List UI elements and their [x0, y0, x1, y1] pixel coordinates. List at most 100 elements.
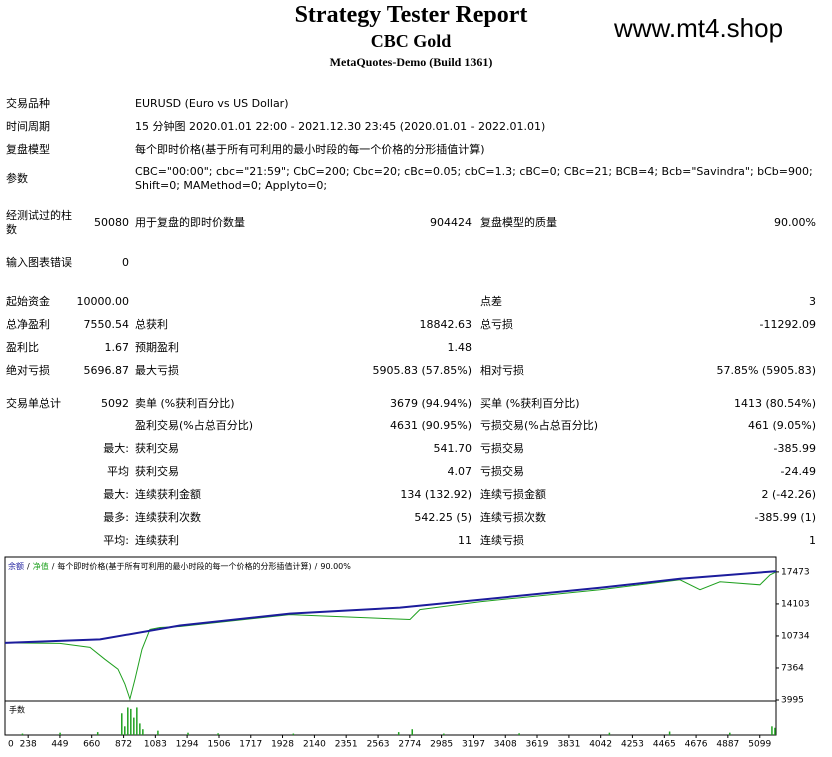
field-value: 11	[458, 534, 472, 547]
field-label: 复盘模型的质量	[480, 216, 557, 229]
volume-bar	[136, 707, 138, 735]
legend-separator: /	[52, 562, 55, 571]
field-value: 50080	[94, 216, 129, 229]
watermark: www.mt4.shop	[614, 13, 784, 43]
volume-bar	[443, 733, 445, 735]
legend-quality: 90.00%	[320, 562, 351, 571]
field-value: 4631 (90.95%)	[389, 419, 472, 432]
legend-separator: /	[315, 562, 318, 571]
volume-bar	[187, 732, 189, 735]
volume-bar	[668, 731, 671, 735]
field-value: -385.99 (1)	[754, 511, 816, 524]
field-value: 1413 (80.54%)	[733, 397, 816, 410]
field-label: 时间周期	[6, 120, 50, 133]
field-label: 亏损交易	[480, 465, 524, 478]
field-value: 0	[122, 256, 129, 269]
field-label: 预期盈利	[135, 341, 179, 354]
x-tick-label: 4465	[653, 740, 676, 750]
volume-bar	[133, 717, 135, 735]
chart-frame	[4, 556, 777, 736]
x-tick-label: 3619	[526, 740, 549, 750]
y-tick-label: 17473	[781, 567, 810, 577]
field-value: 最大:	[103, 488, 129, 501]
field-value: 最多:	[103, 511, 129, 524]
volume-bar	[292, 733, 295, 735]
y-tick-label: 3995	[781, 696, 804, 706]
x-tick-label: 238	[20, 740, 37, 750]
server-info: MetaQuotes-Demo (Build 1361)	[329, 55, 493, 69]
field-label: 输入图表错误	[6, 256, 72, 269]
y-tick-label: 14103	[781, 599, 810, 609]
legend-item: 净值	[33, 561, 49, 571]
x-tick-label: 1294	[176, 740, 199, 750]
x-tick-label: 4676	[685, 740, 708, 750]
x-tick-label: 1717	[239, 740, 262, 750]
volume-bar	[130, 708, 132, 735]
field-label: 连续获利金额	[135, 488, 201, 501]
legend: 余额 / 净值 / 每个即时价格(基于所有可利用的最小时段的每一个价格的分形插值计算) /…	[8, 561, 351, 571]
x-tick-label: 2774	[398, 740, 421, 750]
volume-bar	[397, 732, 400, 735]
field-label: 每个即时价格(基于所有可利用的最小时段的每一个价格的分形插值计算)	[135, 143, 485, 156]
y-tick-label: 7364	[781, 663, 804, 673]
field-value: 5092	[101, 397, 129, 410]
field-label: 获利交易	[135, 442, 179, 455]
field-value: 2 (-42.26)	[761, 488, 816, 501]
field-label: 交易单总计	[6, 397, 61, 410]
field-label: 参数	[6, 172, 28, 185]
x-tick-label: 2985	[430, 740, 453, 750]
x-tick-label: 660	[83, 740, 100, 750]
x-tick-label: 2563	[367, 740, 390, 750]
field-value: 4.07	[447, 465, 473, 478]
field-label: 连续亏损金额	[480, 488, 546, 501]
field-value: 541.70	[433, 442, 473, 455]
y-tick-label: 10734	[781, 631, 810, 641]
field-value: 1.48	[447, 341, 473, 354]
volume-label: 手数	[9, 705, 25, 715]
field-label: 亏损交易(%占总百分比)	[480, 419, 599, 432]
volume-bar	[608, 732, 611, 735]
field-label: 总亏损	[480, 318, 513, 331]
x-tick-label: 449	[51, 740, 68, 750]
field-value: 461 (9.05%)	[747, 419, 816, 432]
field-value: 904424	[430, 216, 472, 229]
x-tick-label: 3408	[494, 740, 517, 750]
field-label: 买单 (%获利百分比)	[480, 397, 580, 410]
field-label: CBC="00:00"; cbc="21:59"; CbC=200; Cbc=2…	[135, 165, 813, 192]
legend-item: 余额	[8, 561, 24, 571]
x-tick-label: 4253	[621, 740, 644, 750]
field-label: 总净盈利	[6, 318, 50, 331]
field-value: -11292.09	[759, 318, 816, 331]
field-value: 平均:	[103, 534, 129, 547]
field-value: 57.85% (5905.83)	[716, 364, 816, 377]
field-value: 3	[809, 295, 816, 308]
field-value: 平均	[107, 465, 129, 478]
x-tick-label: 0	[8, 740, 14, 750]
volume-bar	[59, 732, 61, 735]
field-label: 点差	[480, 295, 502, 308]
field-label: 连续亏损	[480, 534, 524, 547]
field-label: 盈利比	[6, 341, 39, 354]
field-label: EURUSD (Euro vs US Dollar)	[135, 97, 289, 110]
field-value: -385.99	[773, 442, 816, 455]
volume-bar	[411, 729, 413, 735]
volume-bar	[142, 729, 144, 735]
volume-bar	[127, 707, 129, 735]
x-tick-label: 4042	[589, 740, 612, 750]
x-tick-label: 3197	[462, 740, 485, 750]
x-tick-label: 872	[115, 740, 132, 750]
x-tick-label: 2351	[335, 740, 358, 750]
field-label: 经测试过的柱数	[6, 209, 72, 236]
volume-bar	[121, 713, 123, 735]
volume-bar	[217, 733, 219, 735]
field-value: 7550.54	[83, 318, 130, 331]
field-value: 5905.83 (57.85%)	[372, 364, 472, 377]
field-label: 最大亏损	[135, 364, 179, 377]
volume-bar	[21, 733, 24, 735]
volume-bar	[124, 726, 126, 735]
volume-bar	[518, 733, 520, 735]
field-label: 15 分钟图 2020.01.01 22:00 - 2021.12.30 23:…	[135, 120, 546, 133]
field-label: 盈利交易(%占总百分比)	[135, 419, 254, 432]
